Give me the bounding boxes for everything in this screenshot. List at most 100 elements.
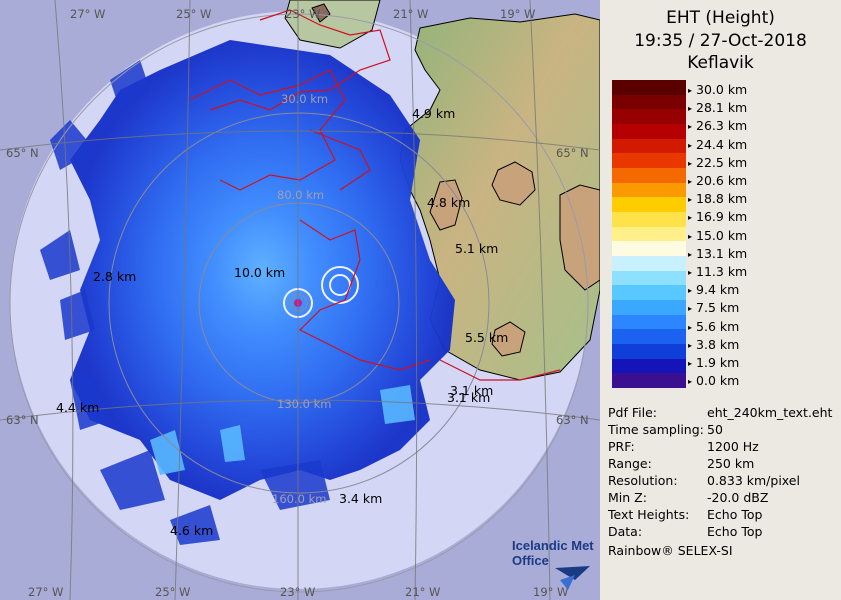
color-swatch <box>612 285 686 301</box>
metadata-key: PRF: <box>608 439 635 454</box>
color-legend-label: 11.3 km <box>688 264 747 279</box>
metadata-value: eht_240km_text.eht <box>707 405 833 420</box>
radar-map[interactable]: 27° W 25° W 23° W 21° W 19° W 27° W 25° … <box>0 0 600 600</box>
metadata-value: 250 km <box>707 456 755 471</box>
lon-top-2: 23° W <box>285 7 320 21</box>
echo-label-6: 3.1 km <box>450 383 493 398</box>
graticule <box>0 0 600 600</box>
coastline-red <box>189 9 561 381</box>
color-swatch <box>612 109 686 125</box>
metadata-value: Echo Top <box>707 507 763 522</box>
metadata-key: Time sampling: <box>608 422 704 437</box>
imo-logo-mark <box>555 566 590 590</box>
color-swatch <box>612 270 686 286</box>
metadata-key: Min Z: <box>608 490 647 505</box>
color-swatch <box>612 358 686 374</box>
lon-bot-1: 25° W <box>155 585 190 599</box>
color-legend-label: 15.0 km <box>688 228 747 243</box>
color-swatch <box>612 241 686 257</box>
color-swatch <box>612 182 686 198</box>
color-legend-label: 1.9 km <box>688 355 739 370</box>
datetime-title: 19:35 / 27-Oct-2018 <box>634 31 807 51</box>
color-swatch <box>612 226 686 242</box>
metadata-key: Pdf File: <box>608 405 657 420</box>
echo-field <box>70 40 455 500</box>
ring-label-0: 30.0 km <box>281 92 328 106</box>
echo-label-7: 3.1 km <box>447 390 490 405</box>
lon-bot-2: 23° W <box>280 585 315 599</box>
metadata-key: Range: <box>608 456 652 471</box>
lat-right-1: 63° N <box>556 413 589 427</box>
echo-label-9: 3.4 km <box>339 491 382 506</box>
metadata-value: Echo Top <box>707 524 763 539</box>
lon-top-1: 25° W <box>176 7 211 21</box>
metadata-value: 50 <box>707 422 723 437</box>
color-legend-label: 0.0 km <box>688 373 739 388</box>
lat-left-0: 65° N <box>6 146 39 160</box>
color-swatch <box>612 344 686 360</box>
color-legend-label: 20.6 km <box>688 173 747 188</box>
echo-label-1: 4.8 km <box>427 195 470 210</box>
color-legend <box>612 80 686 389</box>
ring-label-2: 130.0 km <box>277 397 331 411</box>
color-legend-label: 3.8 km <box>688 337 739 352</box>
color-legend-label: 7.5 km <box>688 300 739 315</box>
glacier-2 <box>559 184 600 291</box>
lat-right-0: 65° N <box>556 146 589 160</box>
echo-light-patches <box>150 385 415 475</box>
station-title: Keflavik <box>687 53 754 73</box>
lon-top-0: 27° W <box>70 7 105 21</box>
echo-outer-bands <box>40 60 330 545</box>
color-swatch <box>612 256 686 272</box>
color-swatch <box>612 80 686 96</box>
imo-logo-text: Icelandic Met Office <box>512 538 594 568</box>
lon-bot-0: 27° W <box>28 585 63 599</box>
color-legend-label: 9.4 km <box>688 282 739 297</box>
imo-logo-line2: Office <box>512 553 549 568</box>
color-swatch <box>612 94 686 110</box>
color-swatch <box>612 373 686 389</box>
echo-label-5: 5.5 km <box>465 330 508 345</box>
echo-label-0: 4.9 km <box>412 106 455 121</box>
echo-label-10: 4.6 km <box>170 523 213 538</box>
info-panel: EHT (Height) 19:35 / 27-Oct-2018 Keflavi… <box>600 0 841 600</box>
radar-map-svg: 27° W 25° W 23° W 21° W 19° W 27° W 25° … <box>0 0 600 600</box>
color-swatch <box>612 300 686 316</box>
lon-bot-3: 21° W <box>405 585 440 599</box>
color-legend-label: 22.5 km <box>688 155 747 170</box>
color-swatch <box>612 212 686 228</box>
color-swatch <box>612 329 686 345</box>
glacier-5 <box>311 3 331 23</box>
glacier-4 <box>491 321 526 357</box>
footer-credit: Rainbow® SELEX-SI <box>608 543 733 558</box>
color-legend-label: 18.8 km <box>688 191 747 206</box>
echo-height-labels: 4.9 km 4.8 km 5.1 km 10.0 km 2.8 km 5.5 … <box>56 106 508 538</box>
echo-label-8: 4.4 km <box>56 400 99 415</box>
color-legend-label: 5.6 km <box>688 319 739 334</box>
color-swatch <box>612 138 686 154</box>
metadata-key: Text Heights: <box>608 507 690 522</box>
lat-left-1: 63° N <box>6 413 39 427</box>
color-swatch <box>612 314 686 330</box>
echo-label-3: 10.0 km <box>234 265 285 280</box>
metadata-key: Resolution: <box>608 473 678 488</box>
color-swatch <box>612 168 686 184</box>
axis-labels: 27° W 25° W 23° W 21° W 19° W 27° W 25° … <box>6 7 589 599</box>
color-legend-label: 30.0 km <box>688 82 747 97</box>
lon-bot-4: 19° W <box>533 585 568 599</box>
lon-top-3: 21° W <box>393 7 428 21</box>
product-title: EHT (Height) <box>666 8 775 28</box>
color-swatch <box>612 124 686 140</box>
color-legend-label: 13.1 km <box>688 246 747 261</box>
westfjords-land <box>284 0 381 49</box>
glacier-1 <box>491 161 536 206</box>
metadata-value: 0.833 km/pixel <box>707 473 800 488</box>
color-legend-label: 26.3 km <box>688 118 747 133</box>
metadata-key: Data: <box>608 524 643 539</box>
color-swatch <box>612 197 686 213</box>
ring-labels: 30.0 km 80.0 km 130.0 km 160.0 km <box>272 92 331 506</box>
metadata-value: 1200 Hz <box>707 439 759 454</box>
color-legend-label: 24.4 km <box>688 137 747 152</box>
imo-logo-line1: Icelandic Met <box>512 538 594 553</box>
ring-label-1: 80.0 km <box>277 188 324 202</box>
